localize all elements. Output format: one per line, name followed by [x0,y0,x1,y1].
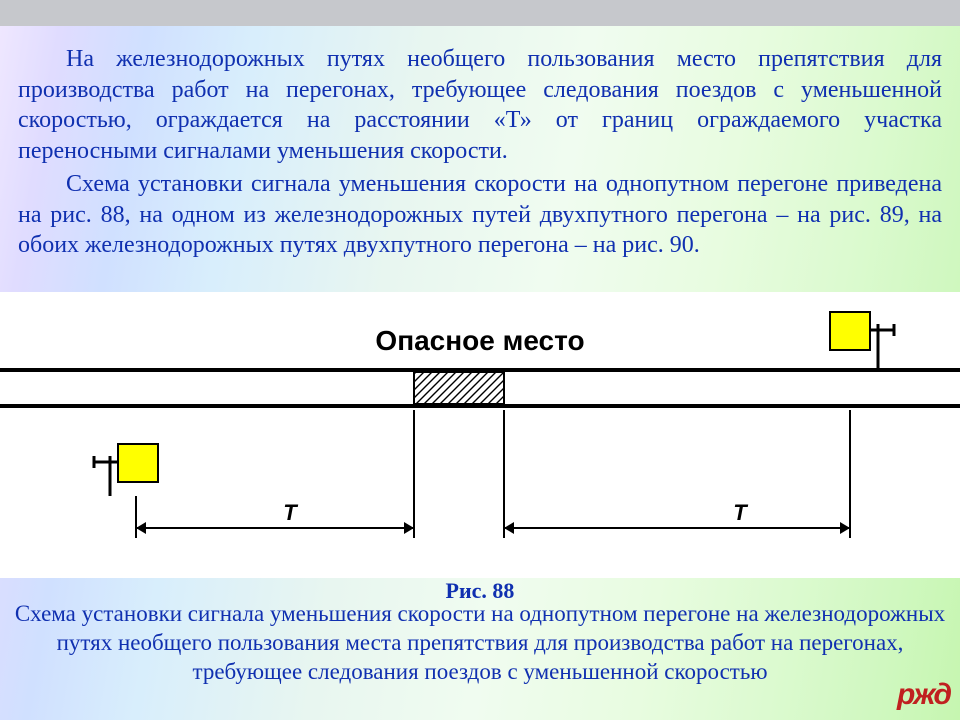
diagram: Опасное место Т Т [0,292,960,578]
paragraph-2: Схема установки сигнала уменьшения скоро… [18,169,942,261]
arrow-head-icon [840,522,850,534]
left-dim-label: Т [283,500,298,525]
diagram-title: Опасное место [375,325,584,356]
paragraph-1: На железнодорожных путях необщего пользо… [18,44,942,167]
body-text-block: На железнодорожных путях необщего пользо… [18,44,942,263]
right-dim-label: Т [733,500,748,525]
right-signal-board [830,312,870,350]
arrow-head-icon [136,522,146,534]
left-signal-board [118,444,158,482]
figure-caption: Схема установки сигнала уменьшения скоро… [10,600,950,687]
arrow-head-icon [504,522,514,534]
arrow-head-icon [404,522,414,534]
hazard-zone [414,372,504,404]
rzd-logo: pжд [897,678,950,712]
slide-root: На железнодорожных путях необщего пользо… [0,0,960,720]
title-bar [0,0,960,26]
diagram-svg: Опасное место Т Т [0,292,960,574]
